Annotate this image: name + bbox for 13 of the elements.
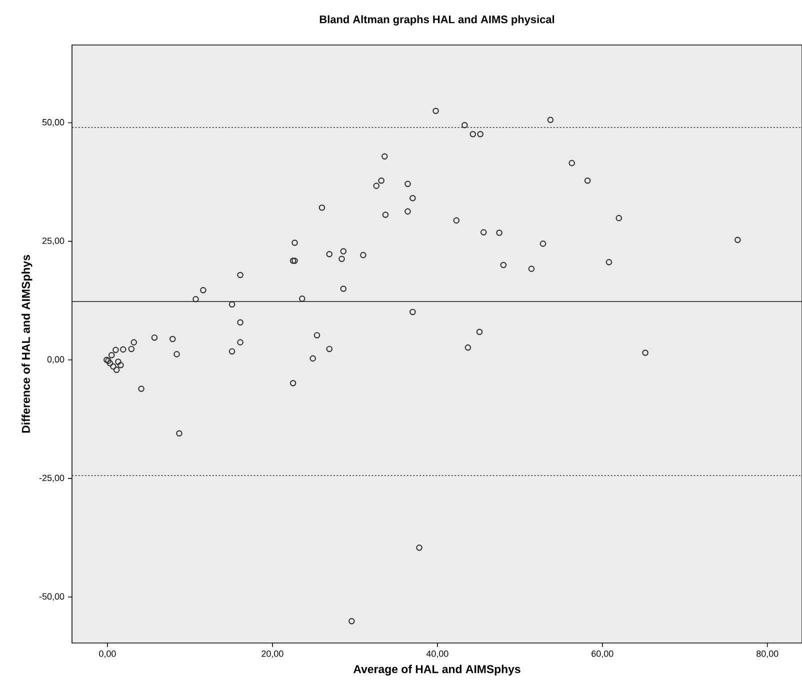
y-tick-label: 50,00 <box>42 119 64 126</box>
y-tick-label: -25,00 <box>39 474 64 482</box>
y-tick-label: 0,00 <box>47 356 64 364</box>
y-tick-label: -50,00 <box>39 593 64 601</box>
x-tick-label: 0,00 <box>99 650 116 658</box>
x-tick-label: 20,00 <box>262 650 284 658</box>
y-axis-title: Difference of HAL and AIMSphys <box>22 255 32 433</box>
y-tick-label: 25,00 <box>42 238 64 246</box>
chart-title: Bland Altman graphs HAL and AIMS physical <box>320 15 554 26</box>
x-axis-title: Average of HAL and AIMSphys <box>353 664 520 676</box>
x-tick-label: 40,00 <box>426 650 448 658</box>
x-tick-label: 60,00 <box>592 650 614 658</box>
x-tick-label: 80,00 <box>756 650 778 658</box>
